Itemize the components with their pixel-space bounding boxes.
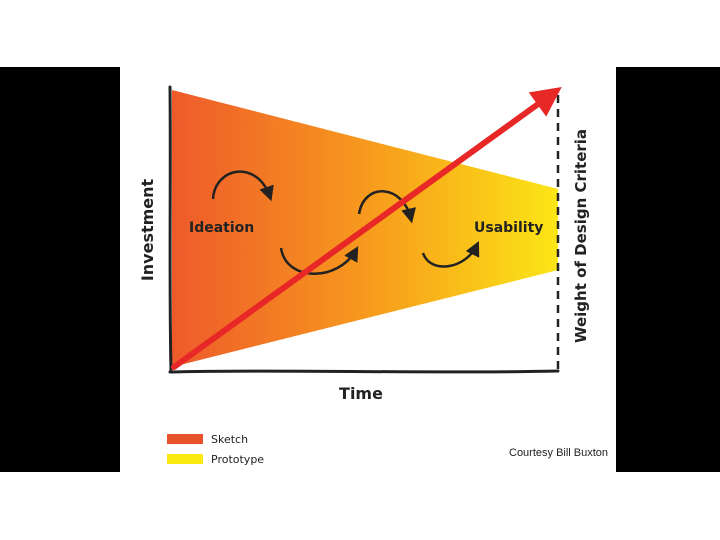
right-axis-label: Weight of Design Criteria [572, 129, 590, 343]
legend-swatch-sketch [167, 434, 203, 444]
design-funnel-diagram: Ideation Usability Investment Time Weigh… [138, 85, 590, 466]
legend-label-sketch: Sketch [211, 433, 248, 446]
curved-arrow-icon [421, 240, 480, 268]
slide-figure: Ideation Usability Investment Time Weigh… [120, 67, 616, 472]
legend-label-prototype: Prototype [211, 453, 264, 466]
curved-arrow-icon [279, 246, 359, 275]
curved-arrow-icon [211, 170, 274, 202]
phase-label-usability: Usability [474, 220, 543, 236]
phase-label-ideation: Ideation [189, 220, 254, 236]
y-axis-label: Investment [138, 178, 157, 281]
x-axis-line [168, 369, 560, 374]
credit-text: Courtesy Bill Buxton [509, 447, 609, 459]
curved-arrow-icon [357, 190, 416, 224]
left-black-panel [0, 67, 120, 472]
right-black-panel [616, 67, 720, 472]
legend-swatch-prototype [167, 454, 203, 464]
red-arrow-icon [171, 86, 562, 370]
y-axis-line [168, 85, 173, 374]
x-axis-label: Time [339, 384, 383, 403]
